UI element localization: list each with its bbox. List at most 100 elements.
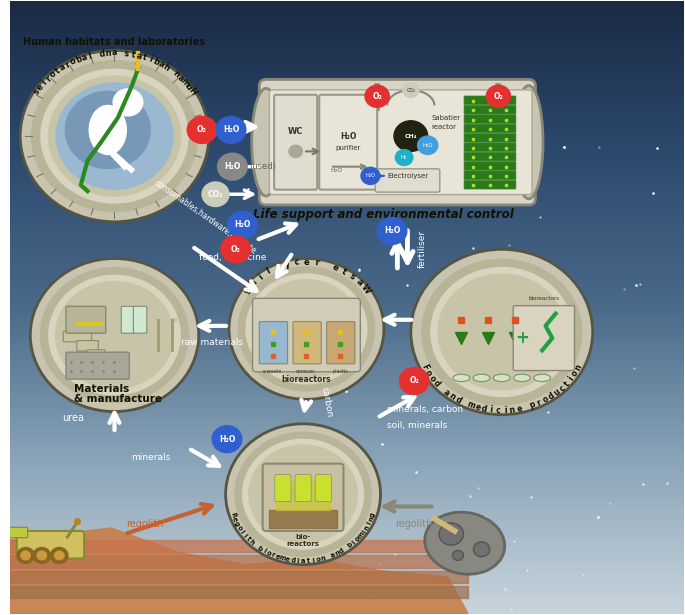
Text: c: c <box>293 258 299 268</box>
Text: o: o <box>354 535 362 542</box>
FancyBboxPatch shape <box>253 298 360 372</box>
Text: r: r <box>314 258 319 268</box>
Circle shape <box>55 551 64 560</box>
Text: H₂O: H₂O <box>224 162 240 171</box>
Circle shape <box>361 167 380 184</box>
FancyBboxPatch shape <box>293 322 321 364</box>
Ellipse shape <box>473 375 490 381</box>
Text: urea: urea <box>62 413 84 423</box>
Circle shape <box>431 268 573 397</box>
Ellipse shape <box>453 375 470 381</box>
Text: t: t <box>306 558 310 564</box>
Circle shape <box>49 276 180 395</box>
Text: i: i <box>297 558 299 564</box>
Circle shape <box>422 260 582 405</box>
Text: regolith: regolith <box>395 518 433 529</box>
Text: regolith: regolith <box>126 518 164 529</box>
Text: b: b <box>256 544 264 552</box>
Text: H₂: H₂ <box>401 155 407 160</box>
Text: m: m <box>357 531 366 540</box>
Text: food, medicine: food, medicine <box>199 253 266 261</box>
Text: CH₄: CH₄ <box>405 133 417 138</box>
Text: e: e <box>36 82 46 92</box>
Text: O₂: O₂ <box>493 92 503 101</box>
Text: (used): (used) <box>249 162 276 171</box>
Text: i: i <box>147 55 153 64</box>
Text: a: a <box>175 73 186 84</box>
FancyBboxPatch shape <box>295 475 311 502</box>
Text: i: i <box>366 522 373 526</box>
Text: e-waste: e-waste <box>263 369 282 374</box>
Text: H₂O: H₂O <box>219 435 235 443</box>
Circle shape <box>32 61 197 212</box>
Text: soil, minerals: soil, minerals <box>387 421 447 430</box>
Text: n: n <box>321 555 327 562</box>
Circle shape <box>202 182 229 207</box>
Text: H₂O: H₂O <box>340 132 356 141</box>
Text: l: l <box>265 267 273 276</box>
Circle shape <box>33 547 51 563</box>
Text: r: r <box>44 74 53 83</box>
Circle shape <box>229 258 384 399</box>
Text: n: n <box>105 49 112 58</box>
Text: c: c <box>558 383 567 393</box>
Text: H₂O: H₂O <box>234 220 251 229</box>
Text: c: c <box>273 263 282 272</box>
FancyBboxPatch shape <box>464 152 516 161</box>
Text: i: i <box>489 405 493 415</box>
Text: a: a <box>329 552 336 559</box>
FancyBboxPatch shape <box>66 306 105 333</box>
FancyBboxPatch shape <box>464 162 516 170</box>
Text: reactor: reactor <box>431 124 456 130</box>
Text: t: t <box>340 266 348 276</box>
Text: H₂O: H₂O <box>384 226 400 236</box>
Ellipse shape <box>514 375 530 381</box>
Circle shape <box>221 236 251 263</box>
Text: minerals: minerals <box>132 453 171 462</box>
Text: d: d <box>290 557 295 564</box>
Text: n: n <box>171 69 181 80</box>
Text: t: t <box>53 66 62 76</box>
Circle shape <box>377 218 407 244</box>
Text: m: m <box>178 76 190 89</box>
Polygon shape <box>10 528 468 614</box>
Text: m: m <box>279 555 287 562</box>
Circle shape <box>227 212 258 239</box>
FancyBboxPatch shape <box>464 171 516 180</box>
Text: consum.: consum. <box>296 369 317 374</box>
FancyBboxPatch shape <box>260 322 288 364</box>
Text: o: o <box>570 368 580 378</box>
Circle shape <box>252 280 361 378</box>
Text: a: a <box>301 558 306 564</box>
Text: s: s <box>124 49 129 58</box>
Circle shape <box>246 274 367 384</box>
FancyBboxPatch shape <box>327 322 355 364</box>
FancyBboxPatch shape <box>269 90 532 194</box>
Text: d: d <box>481 404 488 414</box>
Text: n: n <box>334 550 341 557</box>
FancyBboxPatch shape <box>375 169 440 192</box>
Text: a: a <box>112 49 117 57</box>
Text: s: s <box>347 272 357 282</box>
Circle shape <box>418 136 438 154</box>
Ellipse shape <box>89 105 126 154</box>
Circle shape <box>40 268 188 402</box>
Text: t: t <box>562 379 571 388</box>
Text: H₂O: H₂O <box>330 168 342 173</box>
Text: n: n <box>447 391 457 402</box>
Text: i: i <box>567 375 576 383</box>
Text: fertiliser: fertiliser <box>418 230 427 268</box>
FancyBboxPatch shape <box>121 306 135 333</box>
Text: u: u <box>552 387 562 398</box>
Text: o: o <box>68 57 77 67</box>
Text: n: n <box>509 405 516 415</box>
Text: purifier: purifier <box>336 145 361 151</box>
Text: g: g <box>242 285 252 295</box>
Text: e: e <box>275 554 281 561</box>
Circle shape <box>41 69 188 203</box>
Text: Life support and environmental control: Life support and environmental control <box>253 208 513 221</box>
Circle shape <box>51 547 68 563</box>
Circle shape <box>473 542 490 557</box>
Text: O₂: O₂ <box>231 245 240 254</box>
FancyBboxPatch shape <box>464 115 516 124</box>
